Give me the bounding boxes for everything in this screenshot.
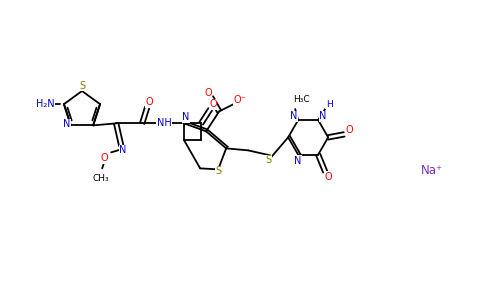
Text: Na⁺: Na⁺ bbox=[421, 164, 443, 176]
Text: O: O bbox=[204, 88, 212, 98]
Text: O⁻: O⁻ bbox=[234, 95, 246, 105]
Text: N: N bbox=[63, 119, 71, 129]
Text: N: N bbox=[120, 146, 127, 155]
Text: S: S bbox=[265, 155, 271, 165]
Text: S: S bbox=[215, 167, 221, 176]
Text: H: H bbox=[326, 100, 333, 109]
Text: N: N bbox=[319, 111, 327, 121]
Text: O: O bbox=[346, 125, 353, 135]
Text: NH: NH bbox=[157, 118, 171, 128]
Text: S: S bbox=[79, 81, 85, 91]
Text: CH₃: CH₃ bbox=[93, 174, 109, 183]
Text: N: N bbox=[290, 111, 298, 121]
Text: H₂N: H₂N bbox=[36, 99, 54, 109]
Text: O: O bbox=[145, 98, 153, 107]
Text: O: O bbox=[210, 99, 217, 110]
Text: O: O bbox=[100, 153, 108, 164]
Text: H₃C: H₃C bbox=[293, 94, 309, 103]
Text: N: N bbox=[294, 156, 302, 166]
Text: N: N bbox=[182, 112, 190, 122]
Text: O: O bbox=[324, 172, 332, 182]
